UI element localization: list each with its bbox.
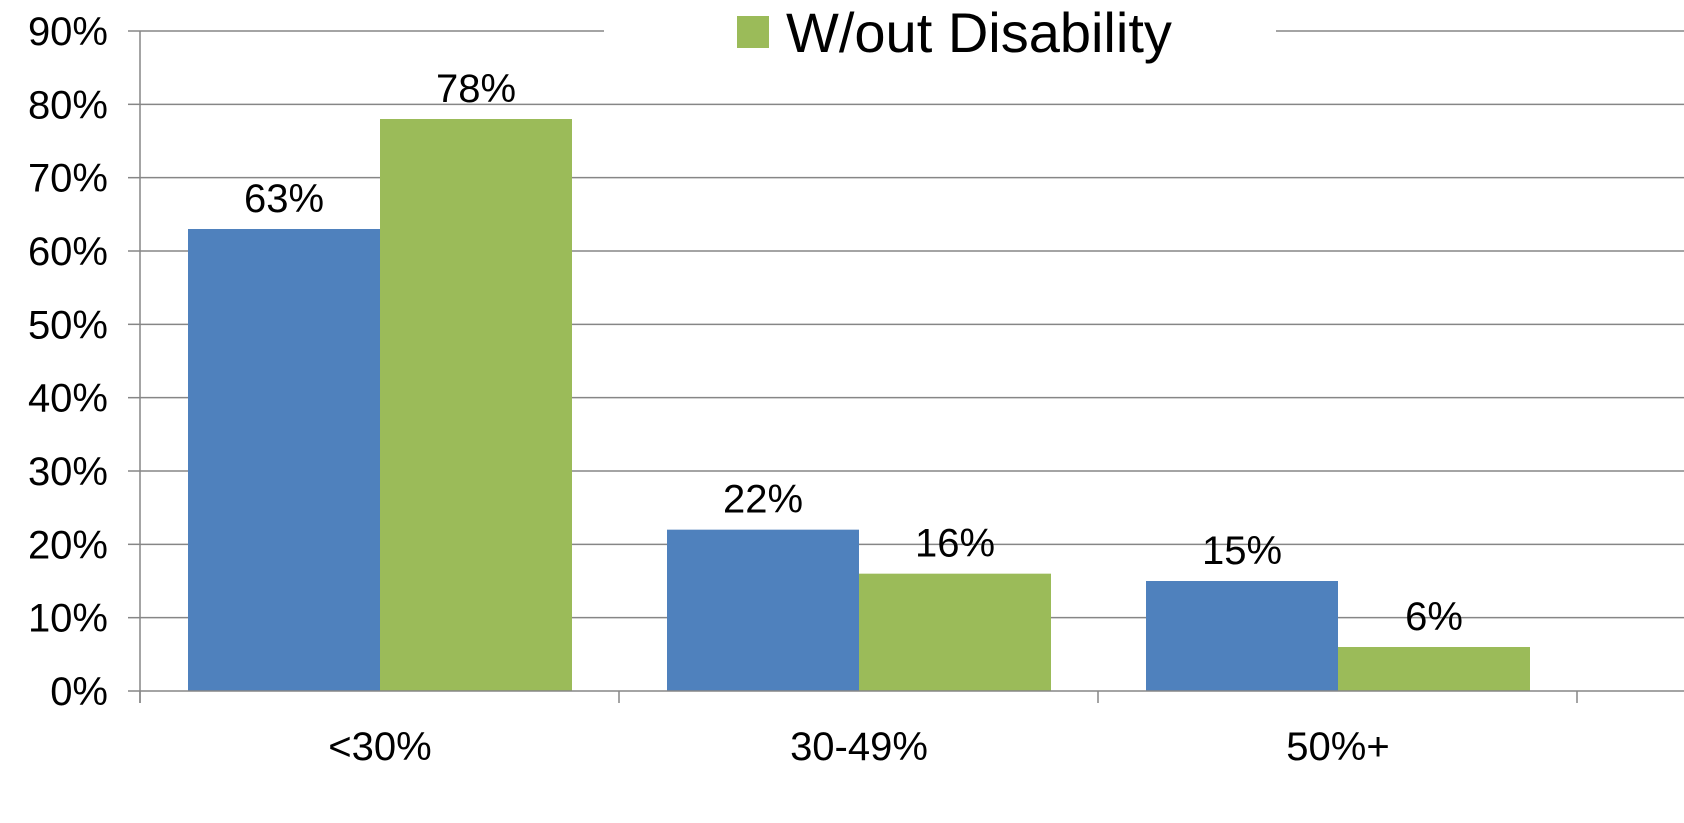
- x-tick-label: 50%+: [1286, 725, 1389, 769]
- bars: [188, 119, 1530, 691]
- bar-w-out-disability-2: [1338, 647, 1530, 691]
- bar-series-1-1: [667, 529, 859, 691]
- y-tick-label: 0%: [50, 670, 108, 714]
- y-tick-label: 70%: [28, 157, 108, 201]
- bar-w-out-disability-0: [380, 119, 572, 691]
- bar-series-1-2: [1146, 581, 1338, 691]
- bar-w-out-disability-1: [859, 573, 1051, 691]
- x-tick-label: 30-49%: [790, 725, 928, 769]
- y-tick-label: 40%: [28, 377, 108, 421]
- y-tick-label: 20%: [28, 523, 108, 567]
- y-tick-label: 50%: [28, 303, 108, 347]
- y-tick-label: 90%: [28, 10, 108, 54]
- y-tick-label: 80%: [28, 83, 108, 127]
- x-tick-label: <30%: [328, 725, 431, 769]
- y-tick-label: 60%: [28, 230, 108, 274]
- legend-label: W/out Disability: [786, 1, 1172, 64]
- data-label: 15%: [1202, 529, 1282, 573]
- data-label: 78%: [436, 67, 516, 111]
- data-label: 63%: [244, 177, 324, 221]
- y-tick-label: 10%: [28, 597, 108, 641]
- data-label: 22%: [723, 478, 803, 522]
- legend: W/out Disability: [604, 1, 1276, 64]
- axes: [128, 30, 1684, 703]
- labels: 0% 10% 20% 30% 40% 50% 60% 70% 80% 90% 63% 78% <30% 2…: [28, 10, 1463, 769]
- legend-background: [604, 1, 1276, 61]
- legend-swatch: [737, 16, 769, 48]
- data-label: 16%: [915, 522, 995, 566]
- y-tick-label: 30%: [28, 450, 108, 494]
- data-label: 6%: [1405, 595, 1463, 639]
- bar-series-1-0: [188, 229, 380, 691]
